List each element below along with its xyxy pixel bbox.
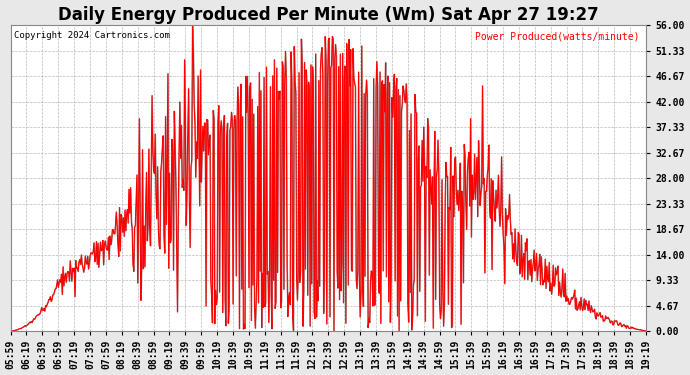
Title: Daily Energy Produced Per Minute (Wm) Sat Apr 27 19:27: Daily Energy Produced Per Minute (Wm) Sa… (58, 6, 599, 24)
Text: Power Produced(watts/minute): Power Produced(watts/minute) (475, 31, 640, 41)
Text: Copyright 2024 Cartronics.com: Copyright 2024 Cartronics.com (14, 31, 170, 40)
